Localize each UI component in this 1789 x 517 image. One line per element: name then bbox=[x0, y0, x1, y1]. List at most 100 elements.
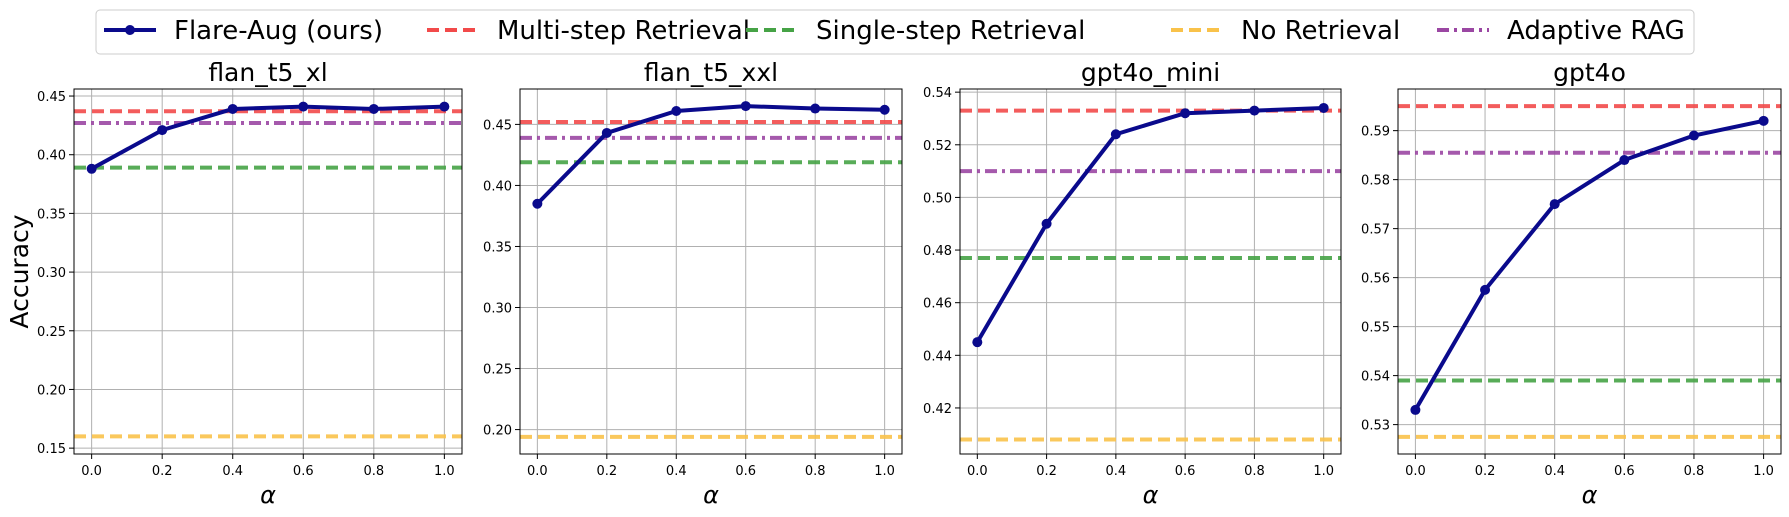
data-point bbox=[439, 101, 450, 112]
data-point bbox=[740, 101, 751, 112]
x-tick-label: 0.6 bbox=[1614, 464, 1635, 479]
y-tick-label: 0.55 bbox=[1361, 321, 1390, 336]
y-tick-label: 0.35 bbox=[483, 240, 512, 255]
x-tick-label: 0.0 bbox=[527, 464, 548, 479]
y-tick-label: 0.58 bbox=[1361, 174, 1390, 189]
data-point bbox=[972, 337, 983, 348]
y-tick-label: 0.50 bbox=[923, 191, 952, 206]
x-tick-label: 0.4 bbox=[1106, 464, 1127, 479]
x-tick-label: 0.0 bbox=[81, 464, 102, 479]
data-point bbox=[1318, 102, 1329, 113]
data-point bbox=[1249, 105, 1260, 116]
panel-title: gpt4o_mini bbox=[1081, 58, 1220, 87]
data-point bbox=[298, 101, 309, 112]
y-tick-label: 0.45 bbox=[483, 118, 512, 133]
legend-item-multi-step-retrieval: Multi-step Retrieval bbox=[427, 16, 750, 46]
x-axis-label: α bbox=[260, 481, 276, 509]
y-tick-label: 0.56 bbox=[1361, 272, 1390, 287]
data-point bbox=[1688, 130, 1699, 141]
data-point bbox=[368, 103, 379, 114]
legend-label-flare-aug-ours: Flare-Aug (ours) bbox=[174, 16, 383, 46]
y-tick-label: 0.42 bbox=[923, 402, 952, 417]
legend-item-single-step-retrieval: Single-step Retrieval bbox=[746, 16, 1085, 46]
y-tick-label: 0.46 bbox=[923, 297, 952, 312]
data-point bbox=[1180, 108, 1191, 119]
y-tick-label: 0.40 bbox=[37, 149, 66, 164]
y-tick-label: 0.30 bbox=[483, 302, 512, 317]
x-axis-label: α bbox=[1143, 481, 1159, 509]
x-axis-label: α bbox=[703, 481, 719, 509]
panel-flan-t5-xxl: 0.0 0.2 0.4 0.6 0.8 1.0 0.20 0.25 0.30 0.35 0.40 0.… bbox=[483, 58, 903, 509]
y-tick-label: 0.54 bbox=[923, 86, 952, 101]
legend-marker bbox=[125, 25, 135, 35]
y-tick-label: 0.53 bbox=[1361, 419, 1390, 434]
legend-label-adaptive-rag: Adaptive RAG bbox=[1507, 16, 1685, 46]
x-tick-label: 1.0 bbox=[874, 464, 895, 479]
data-point bbox=[1410, 404, 1421, 415]
x-tick-label: 1.0 bbox=[1313, 464, 1334, 479]
y-tick-label: 0.15 bbox=[37, 442, 66, 457]
y-tick-label: 0.40 bbox=[483, 179, 512, 194]
data-point bbox=[1619, 155, 1630, 166]
y-tick-label: 0.48 bbox=[923, 244, 952, 259]
x-tick-label: 0.2 bbox=[596, 464, 617, 479]
x-axis-label: α bbox=[1582, 481, 1598, 509]
y-tick-label: 0.52 bbox=[923, 139, 952, 154]
panel-title: flan_t5_xl bbox=[208, 58, 327, 87]
x-tick-label: 0.0 bbox=[967, 464, 988, 479]
data-point bbox=[810, 103, 821, 114]
series-line-flare-aug-ours bbox=[1413, 118, 1765, 411]
data-point bbox=[157, 125, 168, 136]
y-tick-label: 0.25 bbox=[483, 363, 512, 378]
x-tick-label: 0.6 bbox=[1175, 464, 1196, 479]
legend-label-multi-step-retrieval: Multi-step Retrieval bbox=[497, 16, 750, 46]
data-point bbox=[532, 198, 543, 209]
plot-frame bbox=[959, 88, 1342, 455]
x-tick-label: 0.2 bbox=[1036, 464, 1057, 479]
chart-panels: 0.0 0.2 0.4 0.6 0.8 1.00.150.200.250.300.350.… bbox=[5, 58, 1782, 509]
x-tick-label: 0.2 bbox=[1475, 464, 1496, 479]
x-tick-label: 0.6 bbox=[735, 464, 756, 479]
panel-title: gpt4o bbox=[1553, 58, 1626, 87]
y-tick-label: 0.25 bbox=[37, 325, 66, 340]
legend-item-adaptive-rag: Adaptive RAG bbox=[1437, 16, 1685, 46]
data-point bbox=[1549, 199, 1560, 210]
series-line-flare-aug-ours bbox=[975, 105, 1324, 344]
y-tick-label: 0.45 bbox=[37, 90, 66, 105]
x-tick-label: 0.0 bbox=[1405, 464, 1426, 479]
panel-gpt4o-mini: 0.0 0.2 0.4 0.6 0.8 1.0 0.42 0.44 0.46 0.48 0.50 0.… bbox=[923, 58, 1342, 509]
data-point bbox=[1110, 129, 1121, 140]
legend-label-single-step-retrieval: Single-step Retrieval bbox=[816, 16, 1085, 46]
y-tick-label: 0.44 bbox=[923, 349, 952, 364]
x-tick-label: 0.8 bbox=[363, 464, 384, 479]
data-point bbox=[1041, 218, 1052, 229]
data-point bbox=[879, 104, 890, 115]
data-point bbox=[601, 127, 612, 138]
legend-item-flare-aug-ours: Flare-Aug (ours) bbox=[104, 16, 383, 46]
series-line-flare-aug-ours bbox=[90, 104, 445, 171]
x-tick-label: 0.8 bbox=[1684, 464, 1705, 479]
y-axis-label: Accuracy bbox=[5, 214, 34, 328]
data-point bbox=[86, 163, 97, 174]
data-point bbox=[1480, 284, 1491, 295]
plot-frame bbox=[73, 88, 463, 455]
y-tick-label: 0.35 bbox=[37, 207, 66, 222]
data-point bbox=[671, 105, 682, 116]
y-tick-label: 0.20 bbox=[37, 383, 66, 398]
y-tick-label: 0.59 bbox=[1361, 125, 1390, 140]
y-tick-label: 0.57 bbox=[1361, 223, 1390, 238]
data-point bbox=[227, 103, 238, 114]
x-tick-label: 0.8 bbox=[805, 464, 826, 479]
legend-item-no-retrieval: No Retrieval bbox=[1171, 16, 1400, 46]
panel-title: flan_t5_xxl bbox=[644, 58, 778, 87]
series-line-flare-aug-ours bbox=[535, 104, 885, 206]
x-tick-label: 1.0 bbox=[1753, 464, 1774, 479]
x-tick-label: 0.4 bbox=[666, 464, 687, 479]
panel-gpt4o: 0.0 0.2 0.4 0.6 0.8 1.0 0.53 0.54 0.55 0.56 0.57 0.… bbox=[1361, 58, 1782, 509]
x-tick-label: 0.4 bbox=[1544, 464, 1565, 479]
x-tick-label: 1.0 bbox=[434, 464, 455, 479]
data-point bbox=[1758, 115, 1769, 126]
panel-flan-t5-xl: 0.0 0.2 0.4 0.6 0.8 1.0 0.15 0.20 0.25 0.30 0.35 0.… bbox=[5, 58, 463, 509]
y-tick-label: 0.20 bbox=[483, 424, 512, 439]
